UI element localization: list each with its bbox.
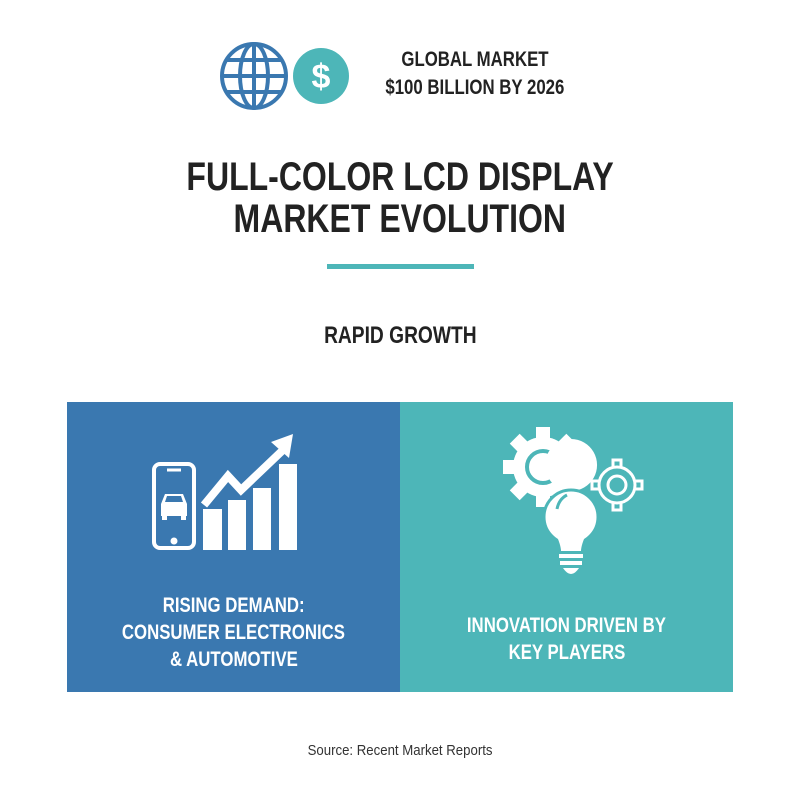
subtitle: RAPID GROWTH: [0, 322, 800, 350]
title-line-1: FULL-COLOR LCD DISPLAY: [186, 155, 614, 199]
growth-bar-chart-icon: [200, 434, 297, 550]
caption-line: RISING DEMAND:: [162, 594, 305, 617]
header-line-2: $100 BILLION BY 2026: [385, 76, 565, 99]
gears-lightbulb-icon: [503, 427, 644, 574]
caption-line: INNOVATION DRIVEN BY: [466, 614, 667, 637]
panel-innovation: INNOVATION DRIVEN BY KEY PLAYERS: [400, 402, 733, 692]
market-size-callout: GLOBAL MARKET $100 BILLION BY 2026: [330, 46, 620, 102]
globe-icon: [220, 42, 288, 110]
panel-right-caption: INNOVATION DRIVEN BY KEY PLAYERS: [400, 612, 733, 666]
panel-left-caption: RISING DEMAND: CONSUMER ELECTRONICS & AU…: [67, 592, 400, 673]
page-title: FULL-COLOR LCD DISPLAY MARKET EVOLUTION: [0, 156, 800, 240]
lightbulb-icon: [542, 439, 600, 574]
title-divider: [327, 264, 474, 269]
source-note: Source: Recent Market Reports: [0, 742, 800, 759]
caption-line: KEY PLAYERS: [508, 641, 625, 664]
subtitle-text: RAPID GROWTH: [323, 322, 477, 349]
panel-rising-demand: RISING DEMAND: CONSUMER ELECTRONICS & AU…: [67, 402, 400, 692]
dollar-icon: $: [293, 48, 349, 104]
caption-line: CONSUMER ELECTRONICS: [121, 621, 346, 644]
svg-text:$: $: [312, 58, 331, 96]
header-line-1: GLOBAL MARKET: [401, 48, 549, 71]
smartphone-car-icon: [152, 462, 196, 550]
smartphone-growth-icon: [152, 434, 297, 550]
caption-line: & AUTOMOTIVE: [169, 648, 298, 671]
title-line-2: MARKET EVOLUTION: [233, 197, 567, 241]
source-text: Source: Recent Market Reports: [307, 742, 493, 759]
